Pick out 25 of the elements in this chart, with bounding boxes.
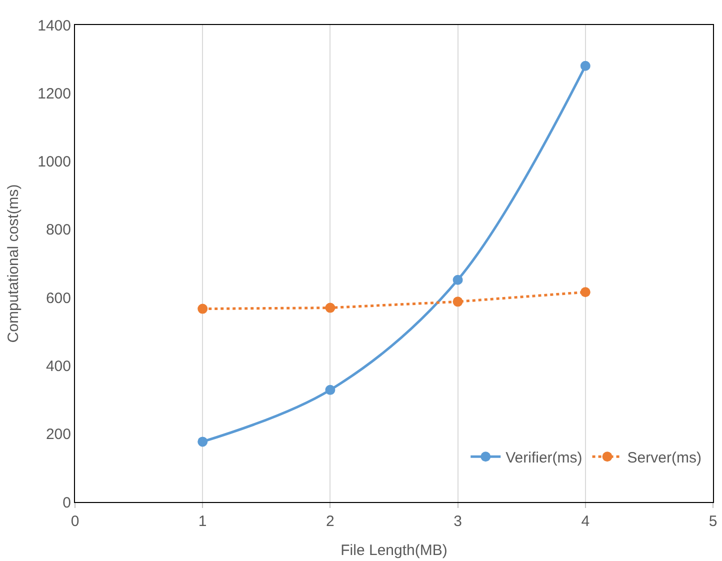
point: [198, 304, 208, 314]
y-axis-title: Computational cost(ms): [4, 184, 22, 343]
y-tick-label: 0: [62, 494, 71, 512]
y-tick-label: 1000: [38, 154, 71, 171]
x-tick-label: 3: [454, 513, 462, 530]
x-tick-label: 1: [198, 513, 207, 530]
point: [580, 287, 590, 298]
y-tick-label: 800: [46, 222, 71, 239]
point: [452, 296, 463, 307]
y-tick-label: 600: [46, 290, 71, 307]
y-tick-label: 1400: [38, 17, 71, 34]
point: [580, 60, 590, 71]
x-axis-title: File Length(MB): [340, 542, 448, 559]
y-tick-label: 400: [46, 358, 71, 375]
y-tick-label: 200: [46, 426, 71, 444]
x-tick-label: 2: [326, 513, 334, 530]
point: [325, 384, 336, 395]
legend-label: Verifier(ms): [506, 449, 582, 466]
x-tick-label: 4: [581, 513, 590, 530]
point: [198, 436, 208, 447]
legend-label: Server(ms): [627, 449, 702, 466]
x-tick-label: 5: [708, 513, 718, 530]
y-tick-label: 1200: [38, 85, 71, 102]
point: [452, 274, 463, 285]
point: [325, 302, 336, 313]
